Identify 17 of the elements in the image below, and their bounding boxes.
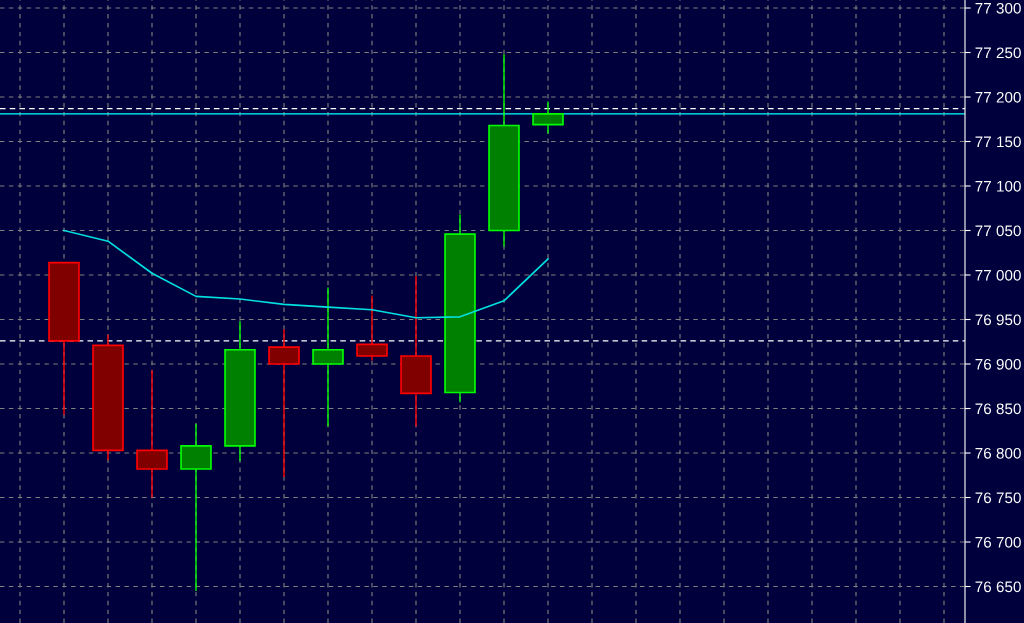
candlestick xyxy=(312,286,344,428)
y-tick-label: 77 300 xyxy=(975,2,1021,14)
y-tick-label: 76 900 xyxy=(975,358,1021,370)
y-tick-label: 76 700 xyxy=(975,536,1021,548)
y-tick-label: 76 850 xyxy=(975,403,1021,415)
y-tick-label: 77 050 xyxy=(975,225,1021,237)
y-tick-label: 76 750 xyxy=(975,492,1021,504)
y-tick-label: 77 000 xyxy=(975,269,1021,281)
y-tick-label: 76 800 xyxy=(975,447,1021,459)
candlestick xyxy=(268,328,300,478)
y-tick-label: 77 100 xyxy=(975,180,1021,192)
y-tick-label: 77 250 xyxy=(975,47,1021,59)
y-tick-label: 77 200 xyxy=(975,91,1021,103)
y-tick-label: 76 950 xyxy=(975,314,1021,326)
line-series xyxy=(63,229,549,319)
y-tick-label: 77 150 xyxy=(975,136,1021,148)
y-tick-label: 76 650 xyxy=(975,581,1021,593)
